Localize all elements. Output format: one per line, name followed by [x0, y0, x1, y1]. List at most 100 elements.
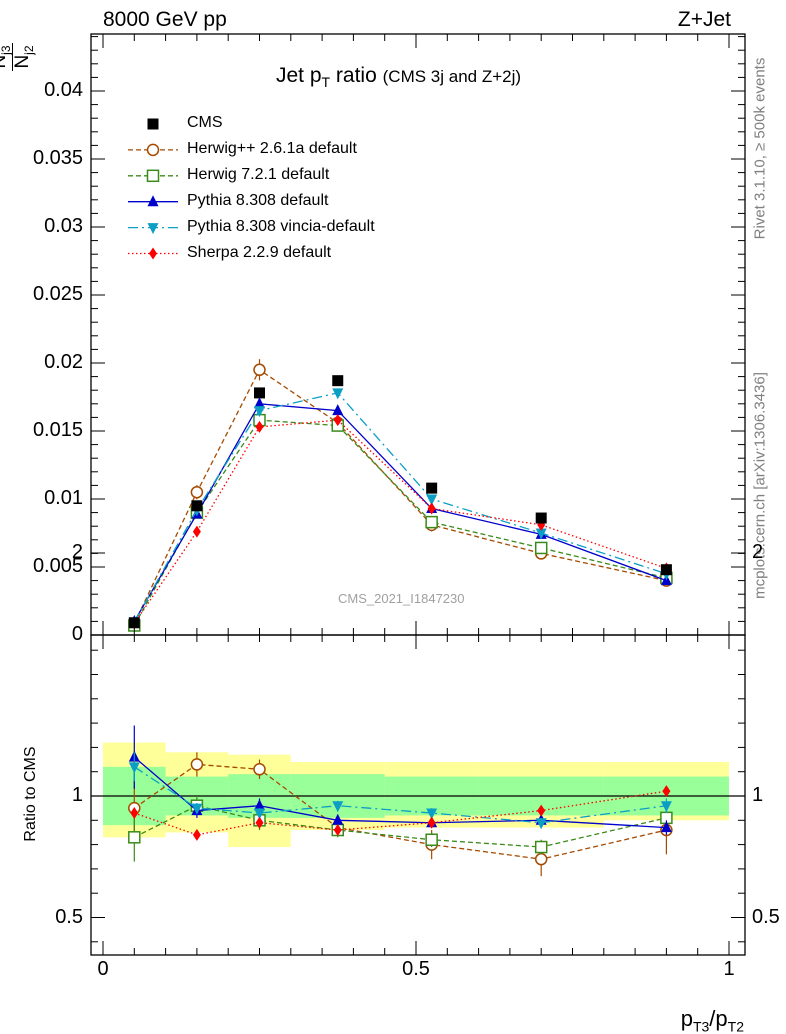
rivet-version-label: Rivet 3.1.10, ≥ 500k events [751, 57, 769, 240]
x-tick-label: 1 [723, 958, 735, 980]
y-tick-label-ratio: 2 [71, 541, 83, 563]
data-point-ratio [660, 821, 672, 833]
ylabel-den-sub: j2 [21, 45, 36, 55]
data-point-ratio [255, 816, 264, 829]
x-tick-label: 0 [97, 958, 109, 980]
legend-marker [146, 169, 160, 183]
data-point-ratio [192, 828, 201, 841]
ylabel-num: N [0, 55, 10, 69]
data-point-ratio [130, 807, 139, 820]
data-point-ratio [254, 799, 265, 811]
legend-marker [147, 118, 159, 130]
legend-label: CMS [187, 114, 223, 131]
y-tick-label-top: 0.035 [32, 147, 83, 169]
mcplots-label: mcplots.cern.ch [arXiv:1306.3436] [751, 372, 769, 599]
title-main: Jet p [276, 64, 322, 87]
y-tick-label-top: 0.01 [44, 487, 83, 509]
legend-marker [147, 223, 159, 235]
data-point-ratio [332, 801, 344, 813]
y-tick-label-ratio: 1 [71, 784, 83, 806]
data-point-ratio [534, 852, 548, 866]
legend-marker [147, 195, 159, 207]
data-point-ratio [190, 758, 204, 771]
data-point-ratio [425, 833, 438, 846]
data-point-top [192, 525, 201, 538]
xlabel-s2: T2 [727, 1018, 744, 1034]
cms-data-point [535, 512, 547, 524]
y-tick-label-ratio-right: 1 [752, 784, 764, 806]
title-note: (CMS 3j and Z+2j) [382, 67, 522, 86]
cms-data-point [660, 564, 672, 576]
data-point-ratio [662, 785, 671, 798]
legend-label: Pythia 8.308 vincia-default [187, 217, 375, 235]
xlabel-p1: p [680, 1006, 693, 1031]
process-label: Z+Jet [677, 8, 731, 31]
data-point-ratio [660, 801, 672, 813]
series-line-top [133, 392, 667, 623]
ylabel-ratio: Ratio to CMS [22, 746, 39, 842]
analysis-watermark: CMS_2021_I1847230 [338, 591, 465, 606]
series-line-top [133, 403, 667, 622]
data-point-top [332, 388, 344, 400]
data-point-top [426, 494, 438, 506]
legend-label: Pythia 8.308 default [187, 191, 329, 209]
ratio-panel-frame [90, 634, 746, 956]
data-point-top [333, 414, 342, 427]
cms-data-point [254, 387, 265, 399]
data-point-top [253, 363, 266, 377]
data-point-ratio [537, 804, 546, 817]
axes-frames [90, 33, 746, 956]
y-tick-label-ratio-right: 0.5 [752, 905, 780, 928]
y-tick-label-top: 0.015 [32, 419, 83, 441]
collision-label: 8000 GeV pp [103, 8, 227, 31]
data-point-ratio [254, 808, 265, 820]
legend-label: Herwig++ 2.6.1a default [187, 139, 357, 157]
legend-label: Herwig 7.2.1 default [187, 165, 330, 183]
ylabel-den: N [11, 54, 33, 69]
data-point-ratio [333, 824, 342, 837]
data-point-top [425, 515, 438, 529]
xlabel-slash: /p [709, 1006, 728, 1031]
axis-ticks [91, 34, 745, 955]
xlabel-s1: T3 [692, 1018, 710, 1034]
y-tick-label-top: 0 [71, 623, 83, 645]
legend-marker [146, 143, 160, 157]
cms-data-point [191, 500, 203, 512]
chart-title: Jet pT ratio (CMS 3j and Z+2j) [276, 64, 521, 90]
data-point-ratio [426, 808, 438, 820]
data-point-top [427, 502, 436, 515]
data-point-ratio [128, 831, 141, 844]
cms-data-point [332, 375, 344, 387]
y-tick-label-top: 0.04 [44, 79, 83, 101]
data-point-top [332, 404, 344, 416]
legend-marker [149, 247, 157, 260]
cms-data-point [128, 617, 140, 629]
data-point-ratio [191, 803, 203, 815]
x-tick-label: 0.5 [402, 958, 430, 980]
data-point-ratio [253, 763, 266, 776]
cms-data-layer [128, 375, 672, 629]
title-tail: ratio [330, 64, 377, 87]
data-point-ratio [332, 813, 344, 825]
ylabel-num-sub: j3 [0, 45, 13, 55]
y-tick-label-top: 0.02 [44, 351, 83, 373]
data-point-top [254, 406, 265, 418]
y-tick-label-top: 0.005 [32, 555, 83, 577]
y-tick-label-top: 0.03 [44, 215, 83, 237]
data-point-top [535, 528, 547, 540]
data-point-ratio [535, 818, 547, 830]
y-tick-label-top: 0.025 [32, 283, 83, 305]
y-tick-label-ratio: 0.5 [55, 905, 83, 928]
legend [128, 118, 178, 260]
series-line-top [133, 368, 667, 624]
cms-data-point [426, 482, 438, 494]
data-point-ratio [534, 840, 548, 854]
data-point-top [254, 397, 265, 409]
xlabel: pT3/pT2 [680, 1006, 744, 1034]
data-point-top [190, 485, 204, 499]
legend-label: Sherpa 2.2.9 default [187, 243, 332, 261]
series-layer [128, 359, 673, 877]
data-point-top [534, 541, 548, 555]
title-sub: T [321, 74, 331, 91]
